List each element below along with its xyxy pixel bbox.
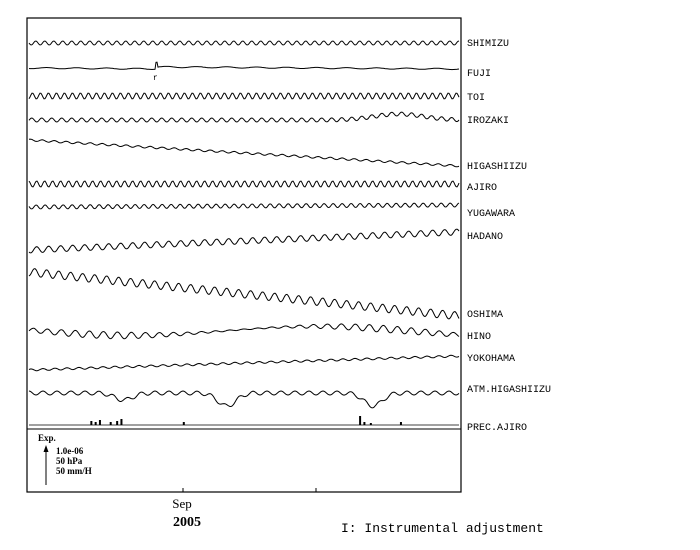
series-label-shimizu: SHIMIZU (467, 39, 509, 50)
trace-yokohama (28, 354, 460, 372)
series-label-hino: HINO (467, 332, 491, 343)
trace-oshima (28, 268, 460, 320)
precip-bar (109, 422, 112, 425)
series-label-oshima: OSHIMA (467, 310, 503, 321)
trace-toi (28, 92, 460, 100)
precip-bar (182, 422, 185, 425)
series-labels: SHIMIZU FUJI TOI IROZAKI HIGASHIIZU AJIRO YUGA… (467, 39, 551, 434)
precip-bar (369, 423, 372, 425)
precip-bar (90, 421, 93, 425)
series-traces: r (28, 40, 460, 426)
series-label-hadano: HADANO (467, 232, 503, 243)
x-tick-label-year: 2005 (173, 515, 201, 530)
precip-bar (116, 421, 119, 425)
series-label-irozaki: IROZAKI (467, 116, 509, 127)
scale-legend-line-1: 1.0e-06 (56, 446, 84, 456)
trace-fuji (28, 61, 460, 71)
series-label-yokohama: YOKOHAMA (467, 354, 515, 365)
precip-bar (98, 420, 101, 425)
series-label-atm-higashiizu: ATM.HIGASHIIZU (467, 385, 551, 396)
precip-bar (120, 419, 123, 425)
trace-hadano (28, 228, 460, 254)
series-label-ajiro: AJIRO (467, 183, 497, 194)
trace-shimizu (28, 40, 460, 46)
series-label-toi: TOI (467, 93, 485, 104)
scale-legend-line-2: 50 hPa (56, 456, 83, 466)
precip-bar (363, 422, 366, 425)
x-tick-label-month: Sep (172, 496, 192, 511)
scale-arrow-head (43, 445, 49, 452)
series-label-yugawara: YUGAWARA (467, 209, 515, 220)
trace-higashiizu (28, 138, 460, 168)
scale-legend-line-3: 50 mm/H (56, 466, 92, 476)
precip-bar (399, 422, 402, 425)
series-label-fuji: FUJI (467, 69, 491, 80)
trace-atm-higashiizu (28, 390, 460, 409)
series-label-higashiizu: HIGASHIIZU (467, 162, 527, 173)
trace-ajiro (28, 180, 460, 188)
scale-legend-title: Exp. (38, 433, 56, 443)
precip-bar (94, 422, 97, 425)
scale-legend: Exp. 1.0e-06 50 hPa 50 mm/H (38, 433, 92, 485)
plot-frame (26, 17, 462, 493)
series-label-prec-ajiro: PREC.AJIRO (467, 423, 527, 434)
footnote: I: Instrumental adjustment (341, 521, 544, 536)
trace-hino (28, 323, 460, 340)
trace-irozaki (28, 111, 460, 123)
precip-bar (359, 416, 362, 425)
trace-yugawara (28, 202, 460, 210)
adjustment-marker: r (153, 74, 158, 83)
